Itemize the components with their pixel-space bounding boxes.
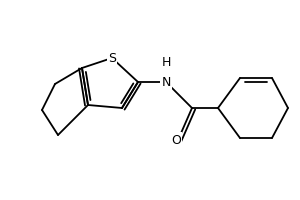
- Text: N: N: [161, 75, 171, 88]
- Text: O: O: [171, 134, 181, 146]
- Text: H: H: [161, 55, 171, 68]
- Text: S: S: [108, 51, 116, 64]
